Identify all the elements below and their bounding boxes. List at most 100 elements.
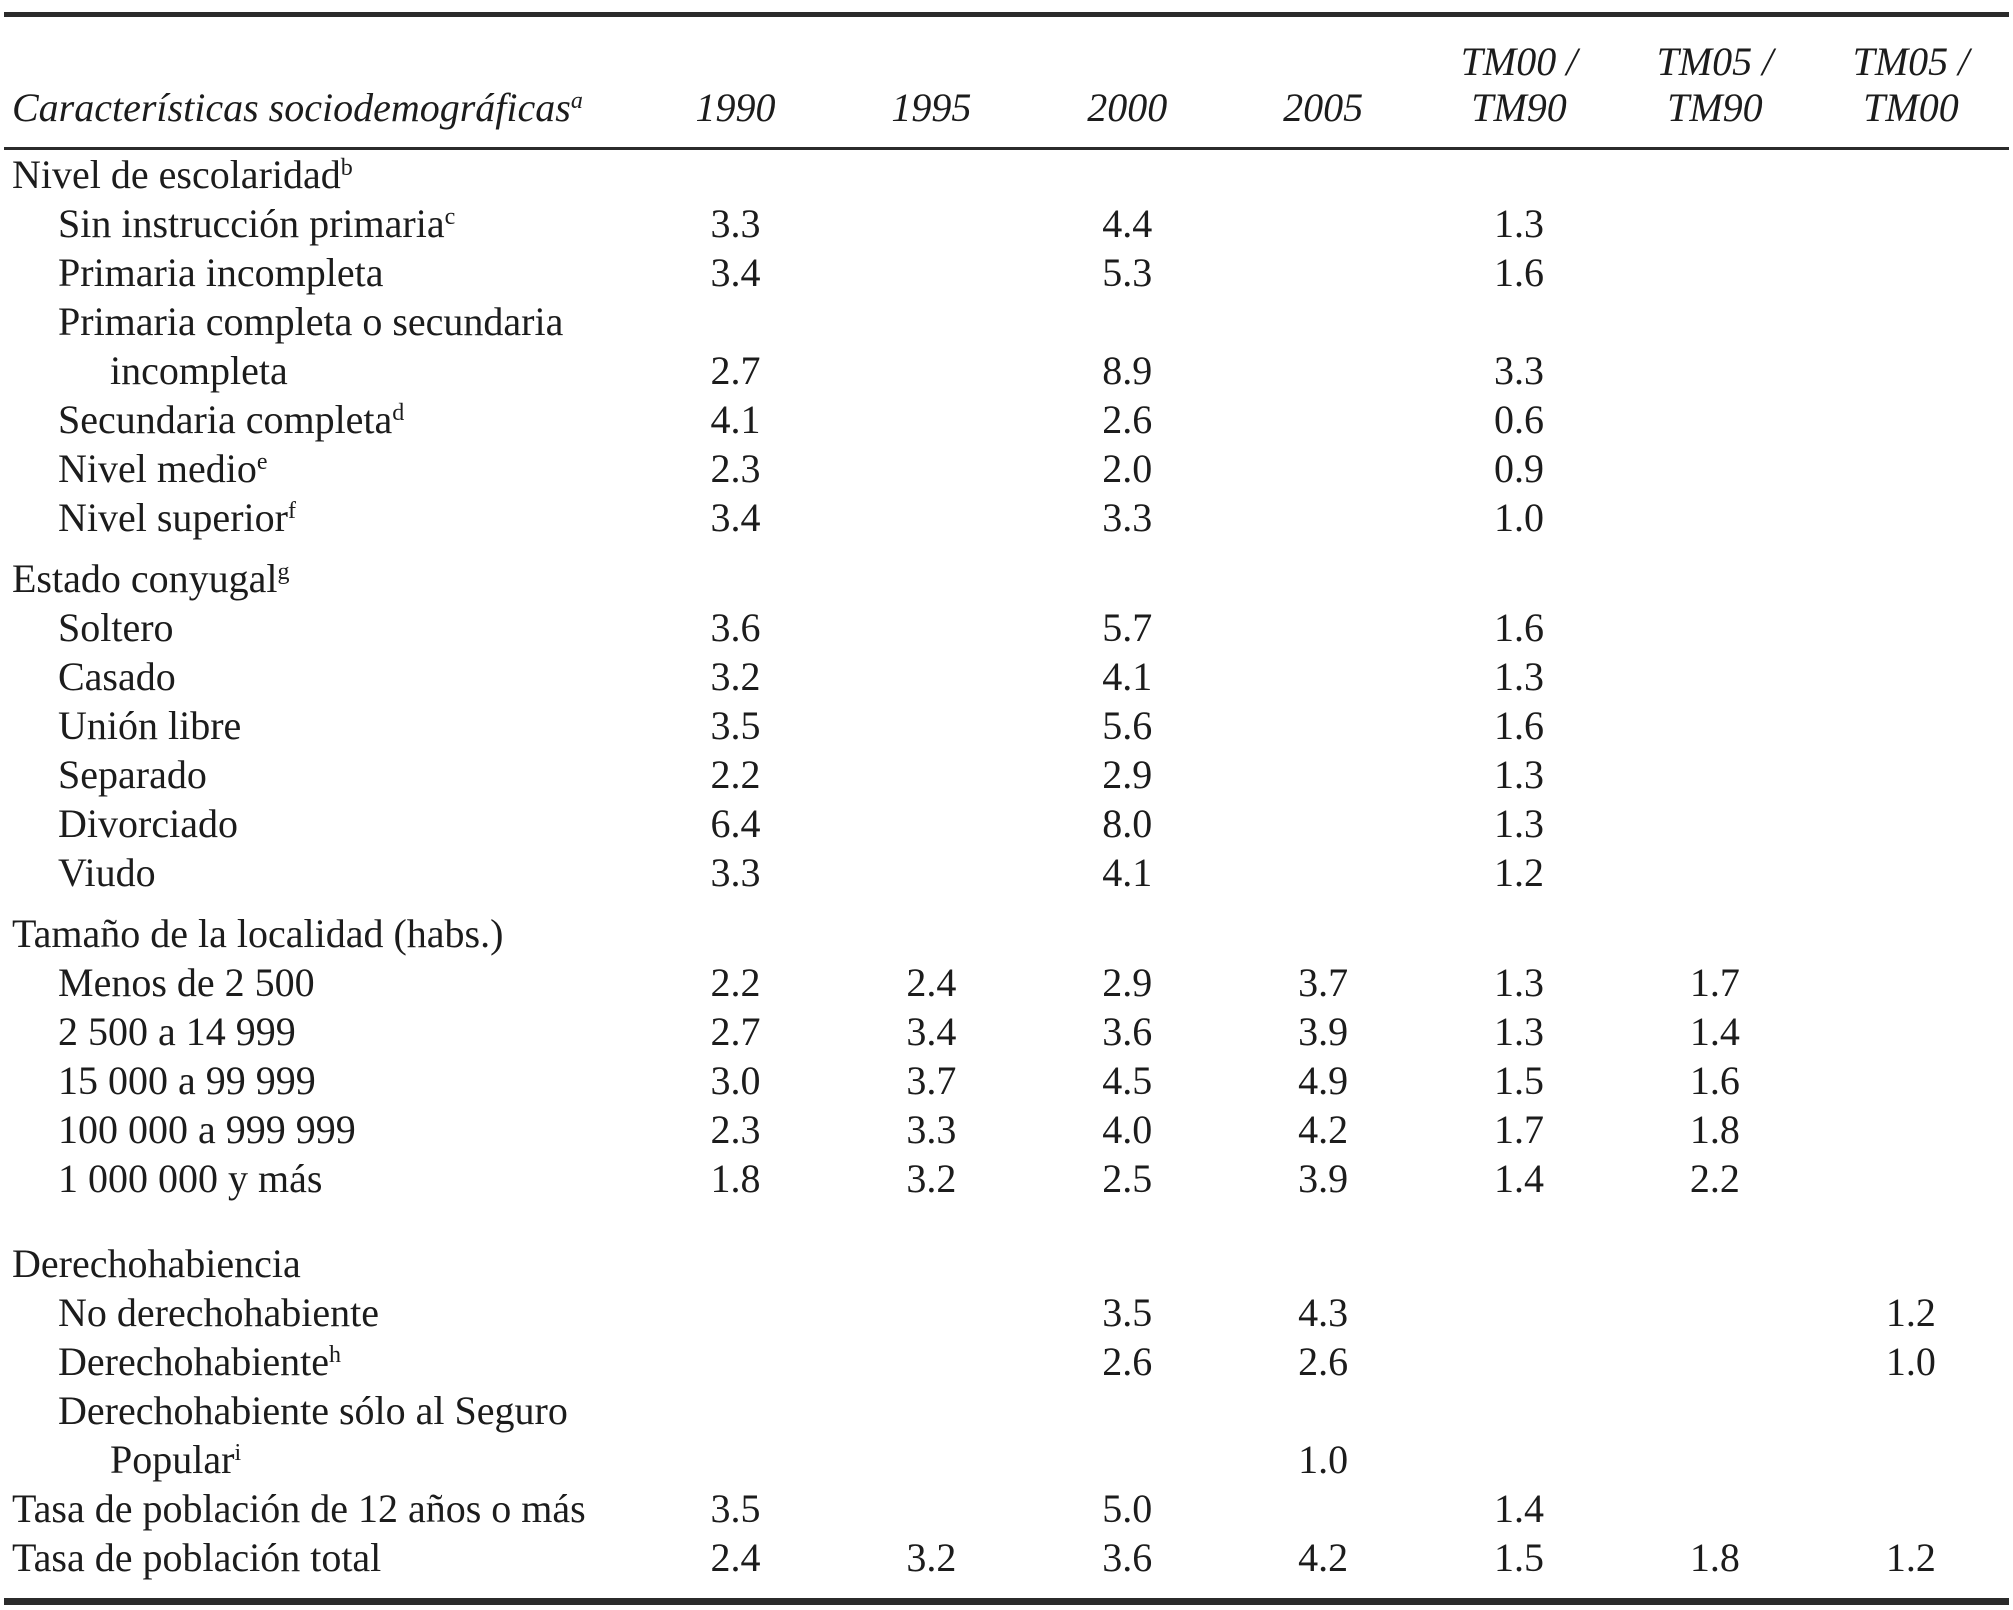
value-cell: 3.7 [906, 1058, 957, 1103]
value-cell [833, 395, 1029, 444]
table-row: Nivel superiorf 3.4 3.3 1.0 [4, 493, 2009, 542]
table-row: Tamaño de la localidad (habs.) [4, 897, 2009, 958]
row-label: Nivel superiorf [58, 495, 296, 540]
value-cell [1421, 1386, 1617, 1435]
column-header-1990: 1990 [637, 14, 834, 150]
value-cell [1225, 444, 1421, 493]
value-cell: 2.4 [906, 960, 957, 1005]
value-cell [1617, 297, 1813, 346]
value-cell: 4.4 [1102, 201, 1153, 246]
value-cell [638, 149, 834, 200]
footnote-marker: h [328, 1341, 341, 1368]
value-cell [1225, 395, 1421, 444]
value-cell [1617, 493, 1813, 542]
value-cell: 4.3 [1298, 1290, 1349, 1335]
value-cell [1029, 1435, 1225, 1484]
value-cell [1617, 1203, 1813, 1288]
value-cell: 4.1 [710, 397, 761, 442]
value-cell: 4.1 [1102, 654, 1153, 699]
value-cell: 2.7 [710, 1009, 761, 1054]
row-label: Menos de 2 500 [58, 960, 315, 1005]
value-cell: 8.9 [1102, 348, 1153, 393]
column-header-tm05-tm00: TM05 /TM00 [1812, 14, 2009, 150]
value-cell: 3.0 [710, 1058, 761, 1103]
value-cell [1813, 1105, 2009, 1154]
value-cell: 1.2 [1494, 850, 1545, 895]
value-cell: 4.9 [1298, 1058, 1349, 1103]
value-cell: 3.2 [710, 654, 761, 699]
value-cell [1421, 542, 1617, 603]
value-cell [833, 1203, 1029, 1288]
value-cell: 3.7 [1298, 960, 1349, 1005]
value-cell: 2.6 [1102, 1339, 1153, 1384]
value-cell [1813, 444, 2009, 493]
value-cell: 3.4 [906, 1009, 957, 1054]
value-cell [833, 750, 1029, 799]
footnote-marker: g [277, 558, 290, 585]
table-row: 100 000 a 999 999 2.3 3.3 4.0 4.2 1.7 1.8 [4, 1105, 2009, 1154]
value-cell: 5.0 [1102, 1486, 1153, 1531]
value-cell [833, 848, 1029, 897]
value-cell [833, 493, 1029, 542]
value-cell [1617, 248, 1813, 297]
table-row: Secundaria completad 4.1 2.6 0.6 [4, 395, 2009, 444]
value-cell: 2.2 [710, 752, 761, 797]
column-header-tm00-tm90: TM00 /TM90 [1421, 14, 1617, 150]
table-row: Estado conyugalg [4, 542, 2009, 603]
value-cell [833, 149, 1029, 200]
value-cell: 0.6 [1494, 397, 1545, 442]
row-label: Unión libre [58, 703, 242, 748]
row-label: Viudo [58, 850, 156, 895]
value-cell [1421, 1337, 1617, 1386]
row-label: 100 000 a 999 999 [58, 1107, 356, 1152]
value-cell: 1.8 [1689, 1535, 1740, 1580]
value-cell [638, 542, 834, 603]
table-row: Unión libre 3.5 5.6 1.6 [4, 701, 2009, 750]
table-row: 2 500 a 14 999 2.7 3.4 3.6 3.9 1.3 1.4 [4, 1007, 2009, 1056]
value-cell [1617, 1484, 1813, 1533]
value-cell: 1.8 [1689, 1107, 1740, 1152]
value-cell [1421, 149, 1617, 200]
value-cell: 2.3 [710, 1107, 761, 1152]
value-cell: 1.2 [1885, 1535, 1936, 1580]
value-cell: 4.5 [1102, 1058, 1153, 1103]
value-cell [1421, 1288, 1617, 1337]
row-label: 15 000 a 99 999 [58, 1058, 316, 1103]
table-row: Primaria incompleta 3.4 5.3 1.6 [4, 248, 2009, 297]
value-cell: 1.3 [1494, 752, 1545, 797]
value-cell [1813, 1484, 2009, 1533]
row-label: Derechohabienteh [58, 1339, 341, 1384]
value-cell: 4.0 [1102, 1107, 1153, 1152]
value-cell [1617, 199, 1813, 248]
value-cell [1813, 395, 2009, 444]
value-cell: 2.6 [1298, 1339, 1349, 1384]
value-cell [1225, 701, 1421, 750]
value-cell [638, 1203, 834, 1288]
value-cell: 1.4 [1494, 1486, 1545, 1531]
sociodemographic-mortality-table: Características sociodemográficasa 1990 … [4, 12, 2009, 1605]
header-label: Características sociodemográficas [12, 85, 571, 130]
value-cell [1617, 542, 1813, 603]
value-cell [1225, 799, 1421, 848]
row-label: Soltero [58, 605, 174, 650]
value-cell [1617, 1288, 1813, 1337]
value-cell: 2.4 [710, 1535, 761, 1580]
value-cell: 2.0 [1102, 446, 1153, 491]
table-row: No derechohabiente 3.5 4.3 1.2 [4, 1288, 2009, 1337]
value-cell [1813, 603, 2009, 652]
value-cell [1225, 1484, 1421, 1533]
value-cell [833, 297, 1029, 346]
value-cell: 1.6 [1494, 703, 1545, 748]
value-cell [1813, 493, 2009, 542]
value-cell [833, 652, 1029, 701]
table-row: Separado 2.2 2.9 1.3 [4, 750, 2009, 799]
value-cell: 1.0 [1494, 495, 1545, 540]
value-cell [1617, 603, 1813, 652]
value-cell: 4.1 [1102, 850, 1153, 895]
table-row: 15 000 a 99 999 3.0 3.7 4.5 4.9 1.5 1.6 [4, 1056, 2009, 1105]
row-label: Populari [110, 1437, 242, 1482]
value-cell: 1.0 [1298, 1437, 1349, 1482]
row-label: Sin instrucción primariac [58, 201, 456, 246]
value-cell: 2.7 [710, 348, 761, 393]
